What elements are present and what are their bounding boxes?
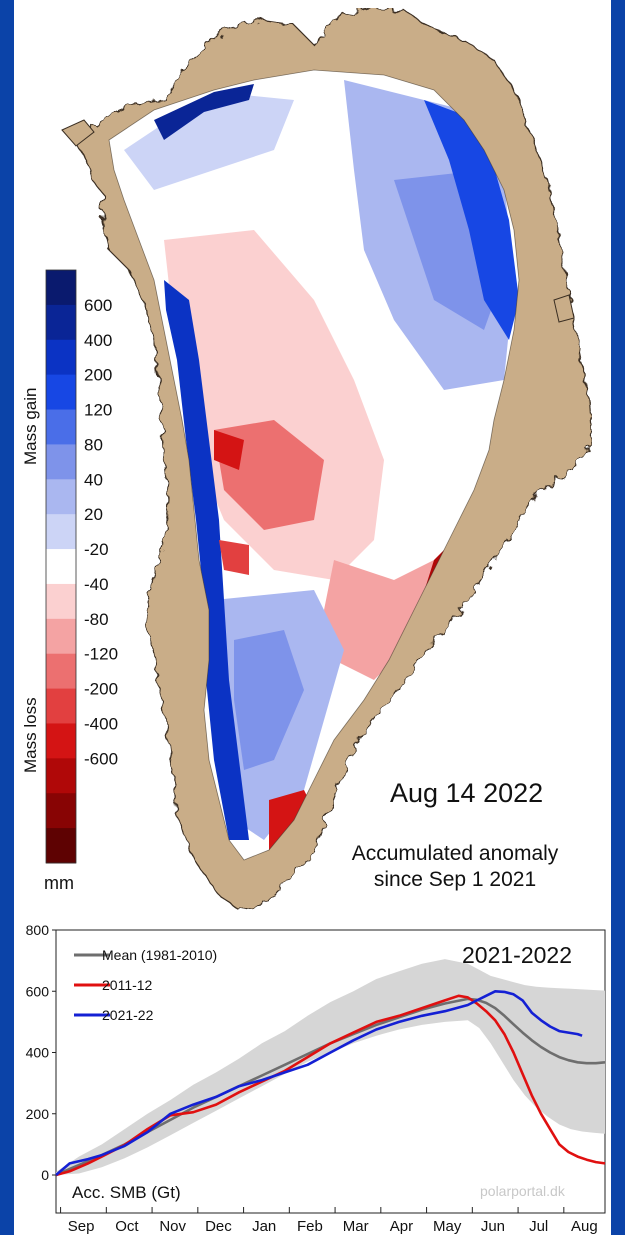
- y-tick-label: 800: [26, 922, 50, 938]
- x-tick-label: Feb: [297, 1218, 323, 1235]
- unit-label: mm: [44, 873, 74, 893]
- colorbar-cell: [46, 479, 76, 515]
- ice-sheet-margin: [108, 69, 520, 861]
- colorbar-tick-label: 600: [84, 296, 112, 315]
- colorbar-cell: [46, 758, 76, 794]
- colorbar-legend: 600 400 200 120 80 40 20 -20 -40 -80 -120 -200 -400 -…: [21, 269, 118, 893]
- colorbar-tick-label: -40: [84, 575, 109, 594]
- colorbar-tick-label: 400: [84, 331, 112, 350]
- colorbar-cell: [46, 618, 76, 655]
- colorbar-cell: [46, 304, 76, 341]
- anomaly-east-rim-gain: [424, 100, 519, 340]
- greenland-map: 600 400 200 120 80 40 20 -20 -40 -80 -120 -200 -400 -…: [21, 7, 593, 910]
- mass-loss-label: Mass loss: [21, 697, 40, 773]
- colorbar-cell: [46, 653, 76, 690]
- y-axis-label: Acc. SMB (Gt): [72, 1183, 181, 1202]
- x-tick-label: Dec: [205, 1218, 232, 1235]
- anomaly-w-spot-loss2: [219, 540, 249, 575]
- colorbar-tick-label: -20: [84, 540, 109, 559]
- colorbar-cell: [46, 339, 76, 376]
- island-ne: [553, 294, 575, 323]
- colorbar-cell: [46, 723, 76, 759]
- colorbar-tick-label: 40: [84, 470, 103, 489]
- x-tick-label: Nov: [159, 1218, 186, 1235]
- x-tick-label: Jul: [529, 1218, 548, 1235]
- series-line-0: [55, 997, 606, 1177]
- anomaly-south-gain-strong: [234, 630, 304, 770]
- colorbar-cell: [46, 444, 76, 480]
- caption-line-1: Accumulated anomaly: [352, 842, 559, 865]
- x-tick-label: May: [433, 1218, 462, 1235]
- anomaly-se-loss: [324, 560, 434, 680]
- smb-chart: 0 200 400 600 800 Sep Oct Nov Dec Jan Feb Mar Apr Ma…: [26, 922, 606, 1235]
- anomaly-west-loss: [164, 230, 384, 580]
- colorbar-cell: [46, 793, 76, 829]
- colorbar-tick-label: -80: [84, 610, 109, 629]
- colorbar-cell: [46, 409, 76, 445]
- figure-panel: 600 400 200 120 80 40 20 -20 -40 -80 -120 -200 -400 -…: [14, 0, 611, 1235]
- x-tick-label: Apr: [390, 1218, 413, 1235]
- colorbar-cell: [46, 828, 76, 864]
- y-tick-label: 0: [41, 1167, 49, 1183]
- y-tick-label: 600: [26, 983, 50, 999]
- colorbar-cell: [46, 549, 76, 585]
- anomaly-north-rim-gain: [154, 84, 254, 140]
- colorbar-tick-label: -200: [84, 680, 118, 699]
- colorbar-tick-label: -120: [84, 645, 118, 664]
- legend-2011-label: 2011-12: [102, 977, 153, 993]
- colorbar-cell: [46, 374, 76, 411]
- colorbar-tick-label: 200: [84, 366, 112, 385]
- mass-gain-label: Mass gain: [21, 388, 40, 465]
- legend-2021-label: 2021-22: [102, 1007, 154, 1023]
- colorbar-tick-label: 80: [84, 435, 103, 454]
- anomaly-west-rim-gain: [164, 280, 249, 840]
- y-tick-label: 400: [26, 1045, 50, 1061]
- x-tick-label: Aug: [571, 1218, 598, 1235]
- map-date: Aug 14 2022: [390, 778, 543, 808]
- colorbar-tick-label: -600: [84, 749, 118, 768]
- anomaly-w-spot-loss: [214, 430, 244, 470]
- series-line-2: [55, 990, 583, 1176]
- island-nw: [61, 119, 95, 147]
- caption-line-2: since Sep 1 2021: [374, 868, 536, 891]
- x-tick-label: Sep: [68, 1218, 95, 1235]
- legend-mean-label: Mean (1981-2010): [102, 947, 217, 963]
- colorbar-cell: [46, 688, 76, 724]
- colorbar-cell: [46, 270, 76, 306]
- y-tick-label: 200: [26, 1106, 50, 1122]
- colorbar-cell: [46, 583, 76, 620]
- x-tick-label: Jun: [481, 1218, 505, 1235]
- colorbar-border: [45, 269, 77, 864]
- colorbar-tick-label: -400: [84, 714, 118, 733]
- range-band: [56, 959, 605, 1175]
- x-tick-label: Jan: [252, 1218, 276, 1235]
- anomaly-north-gain: [124, 95, 294, 190]
- colorbar-tick-label: 20: [84, 505, 103, 524]
- colorbar-cell: [46, 514, 76, 550]
- x-tick-label: Mar: [343, 1218, 369, 1235]
- chart-title: 2021-2022: [462, 942, 572, 968]
- colorbar-tick-label: 120: [84, 401, 112, 420]
- x-tick-label: Oct: [115, 1218, 139, 1235]
- watermark: polarportal.dk: [480, 1183, 566, 1199]
